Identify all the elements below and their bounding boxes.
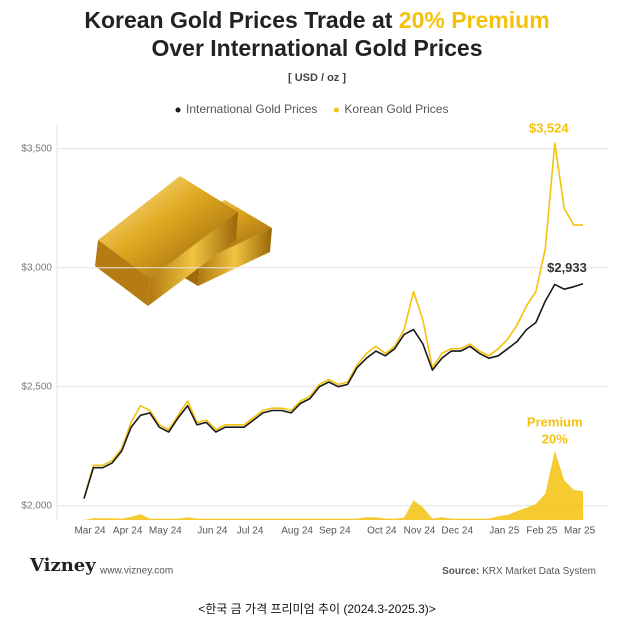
x-tick-label: Oct 24 — [367, 526, 397, 537]
legend-marker — [175, 107, 181, 113]
title-text: Korean Gold Prices Trade at — [84, 7, 398, 33]
x-tick-label: Sep 24 — [319, 526, 351, 537]
x-tick-label: May 24 — [149, 526, 182, 537]
x-tick-label: Nov 24 — [404, 526, 436, 537]
x-tick-label: Jan 25 — [489, 526, 519, 537]
x-tick-label: Feb 25 — [526, 526, 558, 537]
caption: <한국 금 가격 프리미엄 추이 (2024.3-2025.3)> — [198, 602, 436, 616]
x-tick-label: Aug 24 — [281, 526, 313, 537]
chart-subtitle: [ USD / oz ] — [288, 72, 346, 84]
series-line — [83, 282, 584, 499]
legend-label: International Gold Prices — [186, 102, 317, 116]
premium-area — [84, 450, 583, 520]
peak-label: $3,524 — [529, 121, 570, 136]
source-text: KRX Market Data System — [482, 566, 596, 577]
x-tick-label: Jul 24 — [237, 526, 264, 537]
x-tick-label: Mar 25 — [564, 526, 596, 537]
brand: Vizney — [29, 555, 96, 576]
website: www.vizney.com — [99, 566, 173, 577]
x-tick-label: Dec 24 — [441, 526, 473, 537]
gold-bars — [95, 176, 272, 306]
title-highlight: 20% Premium — [399, 7, 550, 33]
y-tick-label: $3,000 — [21, 262, 52, 273]
source-label: Source: — [442, 566, 479, 577]
x-tick-label: Mar 24 — [74, 526, 106, 537]
legend-marker — [333, 107, 339, 113]
series-line — [83, 142, 583, 499]
last-label: $2,933 — [547, 260, 587, 275]
premium-value-label: 20% — [542, 431, 568, 446]
x-tick-label: Apr 24 — [113, 526, 143, 537]
chart-title-line2: Over International Gold Prices — [151, 35, 482, 61]
y-tick-label: $2,500 — [21, 381, 52, 392]
source: Source: KRX Market Data System — [442, 566, 596, 577]
chart-title: Korean Gold Prices Trade at 20% Premium — [84, 7, 549, 33]
premium-label: Premium — [527, 414, 583, 429]
legend-label: Korean Gold Prices — [344, 102, 448, 116]
y-tick-label: $2,000 — [21, 500, 52, 511]
y-tick-label: $3,500 — [21, 143, 52, 154]
x-tick-label: Jun 24 — [197, 526, 227, 537]
